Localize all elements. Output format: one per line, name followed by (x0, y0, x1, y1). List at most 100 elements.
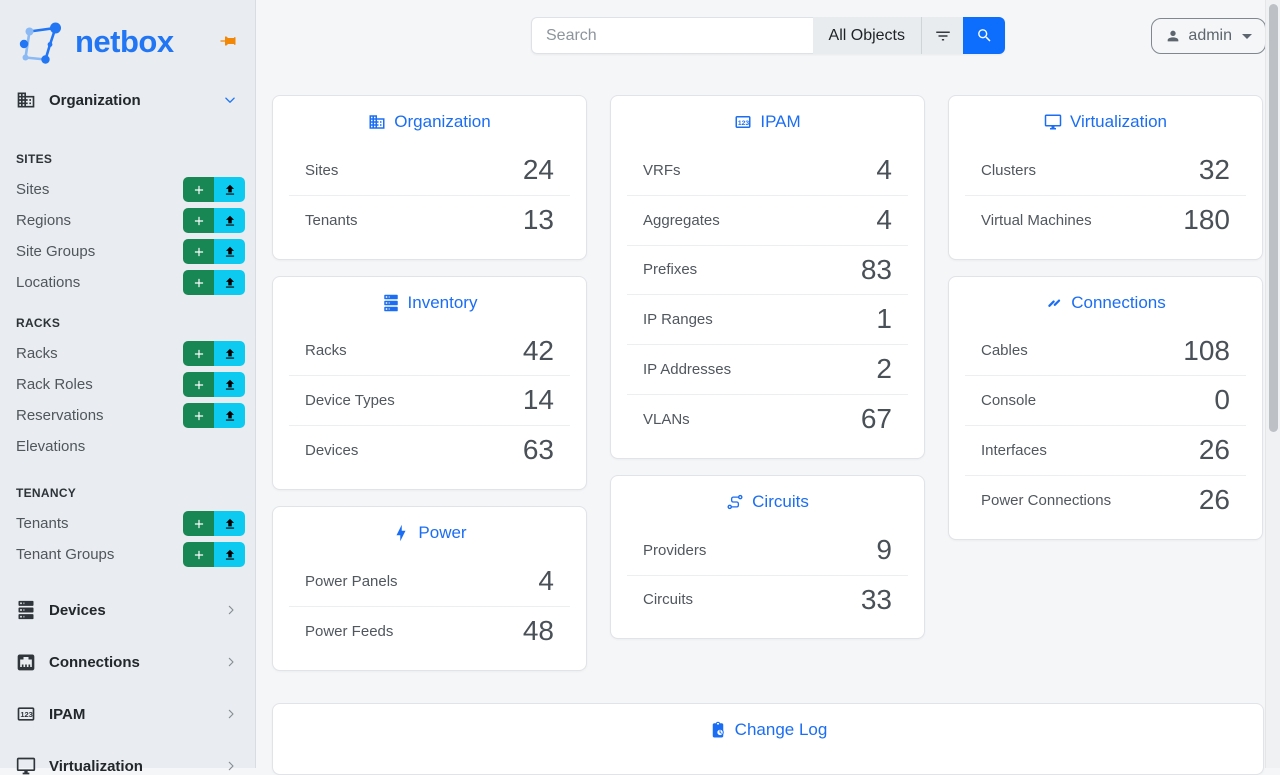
scrollbar-thumb[interactable] (1269, 4, 1278, 432)
card-title[interactable]: Power (273, 507, 586, 557)
sidebar-section-heading: RACKS (16, 316, 61, 330)
sidebar-link[interactable]: Regions (16, 212, 72, 229)
stat-value[interactable]: 48 (522, 614, 554, 646)
import-button[interactable] (214, 372, 245, 397)
stat-label[interactable]: Console (981, 392, 1037, 410)
stat-label[interactable]: VLANs (643, 410, 690, 428)
sidebar-item-connections[interactable]: Connections (0, 636, 255, 688)
stat-value[interactable]: 63 (522, 434, 554, 466)
sidebar-link[interactable]: Tenants (16, 515, 69, 532)
add-button[interactable] (183, 542, 214, 567)
stat-row: Prefixes 83 (627, 244, 908, 295)
stat-value[interactable]: 26 (1198, 483, 1230, 515)
sidebar-link[interactable]: Racks (16, 345, 58, 362)
stat-label[interactable]: Racks (305, 342, 347, 360)
sidebar-item-organization[interactable]: Organization (0, 78, 255, 122)
stat-value[interactable]: 180 (1183, 203, 1230, 235)
import-button[interactable] (214, 270, 245, 295)
add-button[interactable] (183, 239, 214, 264)
card-title[interactable]: Inventory (273, 277, 586, 327)
add-button[interactable] (183, 341, 214, 366)
stat-label[interactable]: Power Feeds (305, 622, 394, 640)
stat-label[interactable]: Aggregates (643, 211, 720, 229)
stat-label[interactable]: Power Connections (981, 491, 1112, 509)
stat-label[interactable]: Sites (305, 161, 339, 179)
sidebar-link[interactable]: Locations (16, 274, 81, 291)
stat-value[interactable]: 67 (860, 402, 892, 434)
user-label: admin (1188, 27, 1232, 44)
import-button[interactable] (214, 239, 245, 264)
sidebar-item-ipam[interactable]: 123 IPAM (0, 688, 255, 740)
stat-value[interactable]: 14 (522, 384, 554, 416)
plus-icon (192, 378, 206, 392)
card-title[interactable]: Circuits (611, 476, 924, 526)
card-title[interactable]: 123 IPAM (611, 96, 924, 146)
card-title[interactable]: Organization (273, 96, 586, 146)
add-button[interactable] (183, 177, 214, 202)
user-menu-button[interactable]: admin (1151, 18, 1266, 54)
stat-label[interactable]: Clusters (981, 161, 1037, 179)
stat-label[interactable]: VRFs (643, 161, 681, 179)
import-button[interactable] (214, 341, 245, 366)
chevron-right-icon (223, 706, 239, 722)
sidebar-link[interactable]: Elevations (16, 438, 86, 455)
card-title[interactable]: Connections (949, 277, 1262, 327)
add-button[interactable] (183, 511, 214, 536)
add-button[interactable] (183, 208, 214, 233)
stat-label[interactable]: IP Ranges (643, 311, 713, 329)
page-scrollbar[interactable] (1265, 0, 1280, 768)
stat-value[interactable]: 26 (1198, 434, 1230, 466)
stat-row: Clusters 32 (965, 146, 1246, 195)
stat-label[interactable]: Circuits (643, 591, 694, 609)
stat-label[interactable]: Prefixes (643, 261, 698, 279)
sidebar-link[interactable]: Tenant Groups (16, 546, 115, 563)
stat-value[interactable]: 24 (522, 154, 554, 185)
stat-label[interactable]: Providers (643, 541, 707, 559)
import-button[interactable] (214, 208, 245, 233)
caret-down-icon (1242, 33, 1252, 39)
import-button[interactable] (214, 511, 245, 536)
card-title[interactable]: Virtualization (949, 96, 1262, 146)
stat-label[interactable]: Power Panels (305, 572, 398, 590)
stat-value[interactable]: 9 (876, 533, 892, 565)
stat-value[interactable]: 0 (1214, 384, 1230, 416)
stat-value[interactable]: 108 (1183, 334, 1230, 366)
add-button[interactable] (183, 403, 214, 428)
sidebar-pin-button[interactable] (217, 30, 239, 52)
stat-label[interactable]: Interfaces (981, 442, 1047, 460)
search-scope-dropdown[interactable]: All Objects (812, 17, 921, 54)
stat-value[interactable]: 4 (538, 564, 554, 596)
sidebar: netbox Organization SITES Sites Regions (0, 0, 256, 775)
card-title[interactable]: Change Log (273, 704, 1263, 754)
netbox-logo[interactable]: netbox (0, 0, 255, 78)
sidebar-link[interactable]: Sites (16, 181, 50, 198)
stat-label[interactable]: Device Types (305, 392, 395, 410)
sidebar-link[interactable]: Rack Roles (16, 376, 93, 393)
stat-label[interactable]: Devices (305, 442, 359, 460)
import-button[interactable] (214, 542, 245, 567)
add-button[interactable] (183, 372, 214, 397)
import-button[interactable] (214, 403, 245, 428)
search-button[interactable] (963, 17, 1005, 54)
sidebar-link[interactable]: Reservations (16, 407, 104, 424)
stat-label[interactable]: IP Addresses (643, 361, 732, 379)
stat-label[interactable]: Virtual Machines (981, 211, 1092, 229)
stat-value[interactable]: 4 (876, 154, 892, 185)
stat-value[interactable]: 13 (522, 203, 554, 235)
add-button[interactable] (183, 270, 214, 295)
monitor-icon (1044, 113, 1062, 131)
stat-value[interactable]: 1 (876, 303, 892, 335)
search-input[interactable] (531, 17, 813, 54)
sidebar-item-devices[interactable]: Devices (0, 584, 255, 636)
stat-value[interactable]: 42 (522, 334, 554, 366)
stat-label[interactable]: Tenants (305, 211, 358, 229)
stat-value[interactable]: 32 (1198, 154, 1230, 185)
import-button[interactable] (214, 177, 245, 202)
sidebar-link[interactable]: Site Groups (16, 243, 96, 260)
stat-value[interactable]: 2 (876, 353, 892, 385)
filter-button[interactable] (921, 17, 963, 54)
stat-label[interactable]: Cables (981, 342, 1028, 360)
stat-value[interactable]: 83 (860, 253, 892, 285)
stat-value[interactable]: 33 (860, 583, 892, 615)
stat-value[interactable]: 4 (876, 203, 892, 235)
